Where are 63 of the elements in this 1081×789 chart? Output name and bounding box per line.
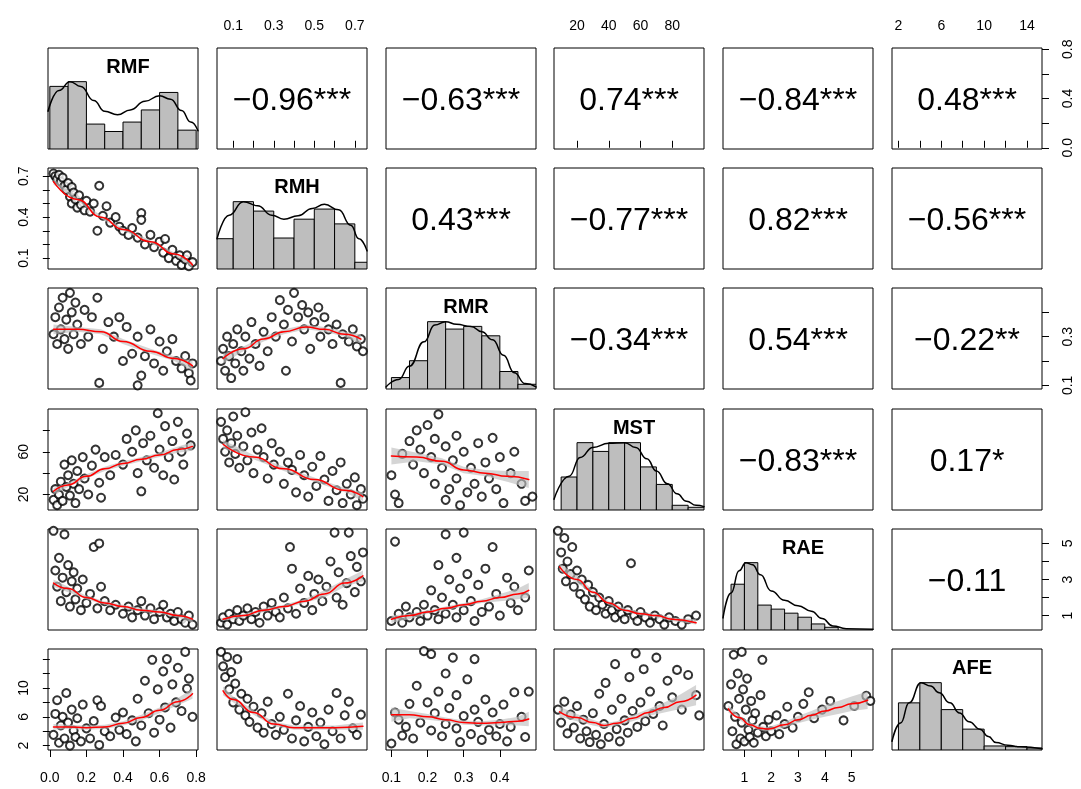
text: −0.84*** bbox=[739, 80, 858, 117]
text: −0.63*** bbox=[401, 80, 520, 117]
y-tick-label: 0.3 bbox=[1059, 327, 1075, 347]
x-tick-label: 5 bbox=[847, 769, 856, 785]
text: −0.83*** bbox=[739, 441, 858, 478]
y-tick-label: 5 bbox=[1059, 539, 1075, 548]
chart-title: RMR bbox=[442, 295, 489, 318]
x-tick-label: 3 bbox=[794, 769, 803, 785]
y-tick-label: 0.4 bbox=[15, 207, 31, 228]
x-tick-label: 60 bbox=[633, 17, 649, 33]
x-tick-label: 0.4 bbox=[113, 769, 133, 785]
text: −0.34*** bbox=[570, 320, 689, 357]
x-tick-label: 14 bbox=[1019, 17, 1035, 33]
x-tick-label: 0.4 bbox=[489, 769, 510, 785]
annotation: 0.48*** bbox=[917, 80, 1017, 117]
y-tick-label: 60 bbox=[15, 443, 31, 460]
y-tick-label: 3 bbox=[1059, 575, 1075, 584]
x-tick-label: 10 bbox=[976, 17, 993, 33]
y-tick-label: 0.1 bbox=[1059, 375, 1075, 396]
y-tick-label: 10 bbox=[15, 679, 31, 696]
x-tick-label: 0.1 bbox=[381, 769, 401, 785]
x-tick-label: 0.8 bbox=[186, 769, 207, 785]
y-tick-label: 0.0 bbox=[1059, 137, 1075, 158]
text: 0.43*** bbox=[410, 200, 511, 237]
text: 0.54*** bbox=[748, 320, 849, 357]
y-tick-label: 0.7 bbox=[15, 166, 31, 187]
text: −0.56*** bbox=[907, 200, 1027, 237]
text: 0.82*** bbox=[748, 200, 849, 237]
x-tick-label: 1 bbox=[740, 769, 749, 785]
x-tick-label: 2 bbox=[894, 17, 903, 33]
y-tick-label: 1 bbox=[1059, 611, 1075, 620]
annotation: 0.74*** bbox=[579, 80, 680, 117]
chart-title: RMF bbox=[106, 55, 150, 77]
x-tick-label: 0.3 bbox=[453, 769, 474, 785]
chart-title: RMH bbox=[274, 175, 320, 198]
x-tick-label: 0.3 bbox=[263, 17, 284, 33]
x-tick-label: 0.2 bbox=[76, 769, 97, 785]
chart-title: MST bbox=[613, 415, 656, 438]
x-tick-label: 40 bbox=[601, 17, 618, 33]
y-tick-label: 2 bbox=[15, 741, 31, 750]
x-tick-label: 0.1 bbox=[223, 17, 243, 33]
y-tick-label: 20 bbox=[15, 486, 31, 502]
x-tick-label: 4 bbox=[821, 769, 830, 785]
annotation: −0.22** bbox=[914, 320, 1020, 357]
chart-title: RAE bbox=[782, 535, 825, 558]
chart-title: AFE bbox=[952, 656, 992, 678]
x-tick-label: 0.7 bbox=[344, 17, 365, 33]
text: −0.77*** bbox=[570, 200, 689, 237]
x-tick-label: 6 bbox=[937, 17, 946, 33]
x-tick-label: 80 bbox=[664, 17, 681, 33]
x-tick-label: 2 bbox=[767, 769, 776, 785]
y-tick-label: 0.1 bbox=[15, 248, 31, 268]
annotation: −0.11 bbox=[927, 561, 1007, 598]
x-tick-label: 0.2 bbox=[417, 769, 438, 785]
x-tick-label: 0.0 bbox=[40, 769, 60, 785]
x-tick-label: 0.6 bbox=[149, 769, 170, 785]
x-tick-label: 20 bbox=[569, 17, 586, 33]
y-tick-label: 0.8 bbox=[1059, 39, 1075, 59]
x-tick-label: 0.5 bbox=[304, 17, 325, 33]
y-tick-label: 0.4 bbox=[1059, 88, 1075, 109]
annotation: −0.96*** bbox=[232, 80, 351, 117]
text: 0.17* bbox=[929, 441, 1005, 478]
y-tick-label: 6 bbox=[15, 712, 31, 721]
